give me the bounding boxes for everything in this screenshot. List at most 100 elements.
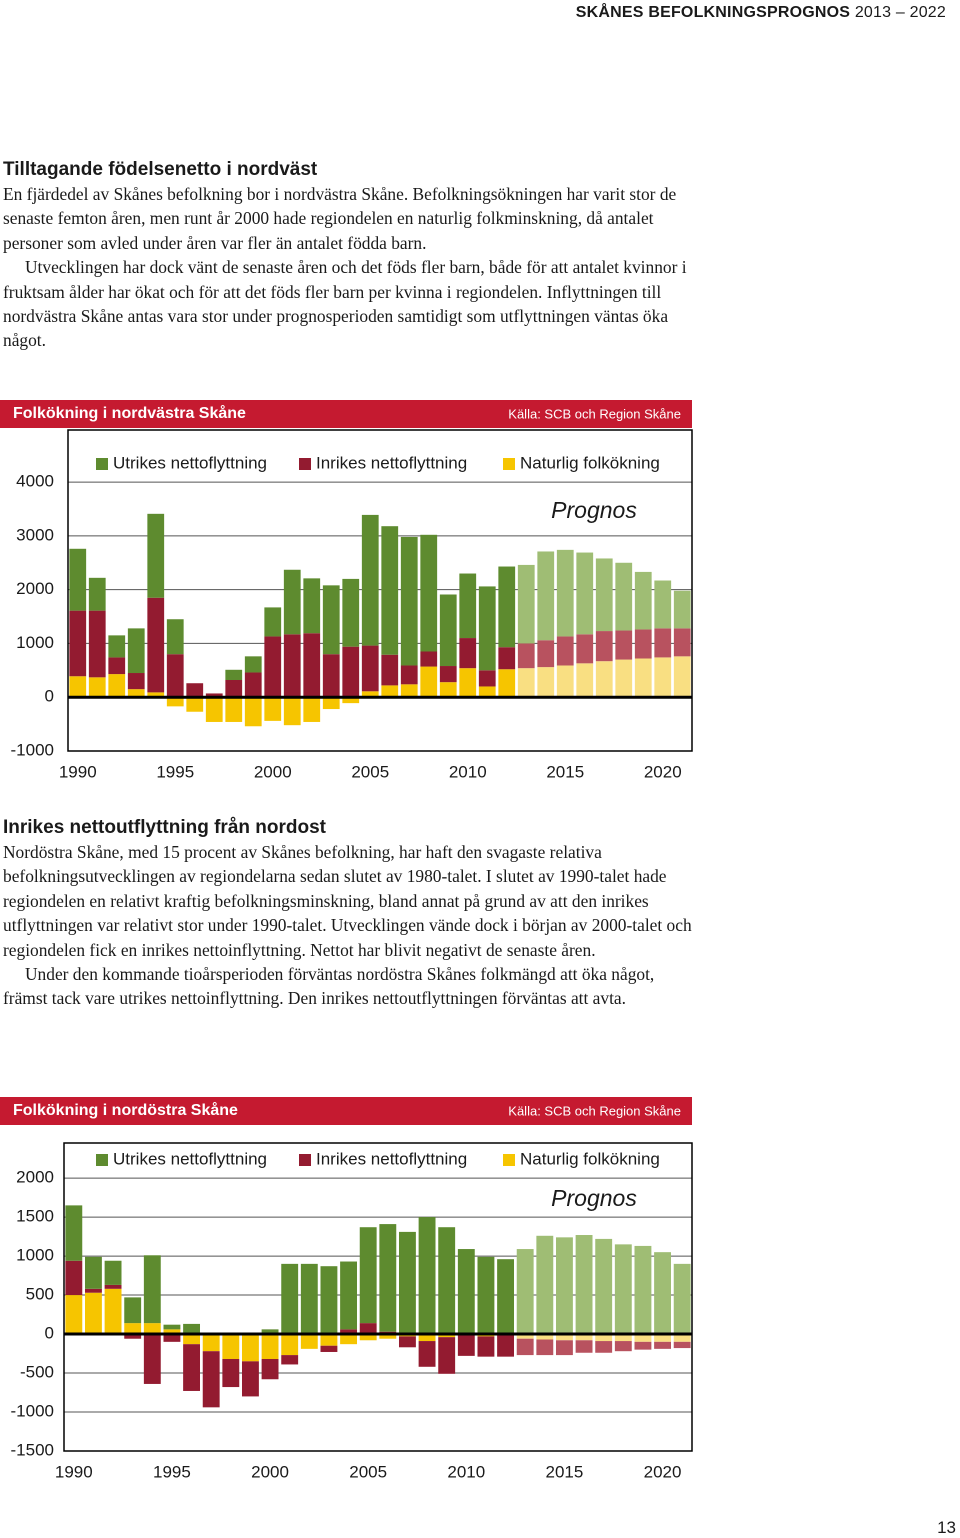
y-tick-label: 2000 [16, 579, 54, 598]
bar-segment [595, 558, 613, 632]
bar-segment [127, 628, 145, 674]
bar-segment [536, 1339, 554, 1356]
bar-segment [88, 577, 106, 611]
bar-segment [595, 661, 613, 698]
bar-segment [576, 552, 594, 635]
plot-frame [63, 1142, 693, 1452]
y-tick-label: 0 [45, 1324, 54, 1343]
bar-segment [634, 571, 652, 630]
chart-source: Källa: SCB och Region Skåne [508, 406, 681, 421]
bar-segment [516, 1338, 534, 1356]
bar-segment [163, 1329, 181, 1335]
paragraph: En fjärdedel av Skånes befolkning bor i … [3, 184, 677, 253]
paragraph: Nordöstra Skåne, med 15 procent av Skåne… [3, 842, 692, 960]
bar-segment [537, 551, 555, 641]
legend-swatch [299, 1154, 311, 1166]
chart-title: Folkökning i nordvästra Skåne [13, 404, 246, 422]
chart-title: Folkökning i nordöstra Skåne [13, 1101, 238, 1119]
bar-segment [322, 697, 340, 710]
bar-segment [303, 578, 321, 634]
bar-segment [614, 1334, 632, 1342]
bar-segment [478, 686, 496, 698]
bar-segment [595, 1341, 613, 1353]
x-tick-label: 2005 [351, 762, 389, 781]
bar-segment [222, 1358, 240, 1388]
bar-segment [516, 1334, 534, 1339]
bar-segment [457, 1249, 475, 1334]
x-tick-label: 1995 [153, 1462, 191, 1481]
header-title: SKÅNES BEFOLKNINGSPROGNOS [575, 4, 851, 21]
section: Tilltagande födelsenetto i nordväst En f… [3, 158, 695, 353]
bar-segment [439, 682, 457, 698]
bar-segment [65, 1205, 83, 1261]
bar-segment [322, 585, 340, 655]
bar-segment [381, 654, 399, 686]
x-tick-label: 2020 [644, 762, 682, 781]
bar-segment [163, 1334, 181, 1342]
bar-segment [478, 670, 496, 687]
bar-segment [614, 1244, 632, 1335]
bar-segment [340, 1261, 358, 1330]
x-tick-label: 2000 [251, 1462, 289, 1481]
bar-segment [537, 667, 555, 698]
bar-segment [65, 1295, 83, 1335]
y-tick-label: 1500 [16, 1207, 54, 1226]
bar-segment [166, 697, 184, 707]
bar-segment [244, 656, 262, 673]
bar-segment [576, 634, 594, 664]
bar-segment [615, 630, 633, 660]
bar-segment [439, 594, 457, 667]
bar-segment [69, 610, 87, 677]
plot-frame [67, 429, 693, 752]
bar-segment [555, 1237, 573, 1335]
y-tick-label: 500 [26, 1285, 54, 1304]
legend-label: Inrikes nettoflyttning [316, 453, 467, 472]
x-tick-label: 2000 [254, 762, 292, 781]
bar-segment [202, 1351, 220, 1408]
bar-segment [498, 566, 516, 648]
bar-segment [400, 665, 418, 685]
chart: Folkökning i nordvästra Skåne Källa: SCB … [0, 400, 693, 781]
bar-segment [398, 1231, 416, 1335]
bar-segment [225, 680, 243, 698]
bar-segment [281, 1355, 299, 1365]
bar-segment [459, 638, 477, 669]
bar-segment [575, 1235, 593, 1335]
bar-segment [322, 654, 340, 698]
bar-segment [65, 1260, 83, 1296]
bar-segment [342, 578, 360, 647]
bar-segment [361, 645, 379, 692]
bar-segment [457, 1334, 475, 1356]
y-tick-label: 0 [45, 687, 54, 706]
bar-segment [183, 1323, 201, 1335]
bar-segment [186, 697, 204, 712]
bar-segment [595, 1334, 613, 1342]
bar-segment [88, 677, 106, 698]
bar-segment [634, 629, 652, 659]
bar-segment [264, 607, 282, 637]
bar-segment [359, 1227, 377, 1324]
bar-segment [320, 1266, 338, 1335]
bar-segment [654, 657, 672, 698]
bar-segment [536, 1235, 554, 1335]
y-tick-label: -1000 [11, 740, 54, 759]
bar-segment [84, 1292, 102, 1335]
bar-segment [673, 628, 691, 657]
legend-swatch [96, 458, 108, 470]
legend-swatch [299, 458, 311, 470]
bar-segment [615, 562, 633, 631]
bar-segment [300, 1334, 318, 1349]
bar-segment [379, 1334, 397, 1339]
bar-segment [536, 1334, 554, 1340]
bar-segment [108, 635, 126, 658]
bar-segment [517, 564, 535, 644]
x-tick-label: 2015 [546, 762, 584, 781]
bar-segment [320, 1334, 338, 1346]
y-tick-label: 1000 [16, 1246, 54, 1265]
bar-segment [477, 1336, 495, 1357]
bar-segment [303, 697, 321, 722]
bar-segment [654, 628, 672, 658]
bar-segment [615, 659, 633, 698]
bar-segment [88, 610, 106, 678]
